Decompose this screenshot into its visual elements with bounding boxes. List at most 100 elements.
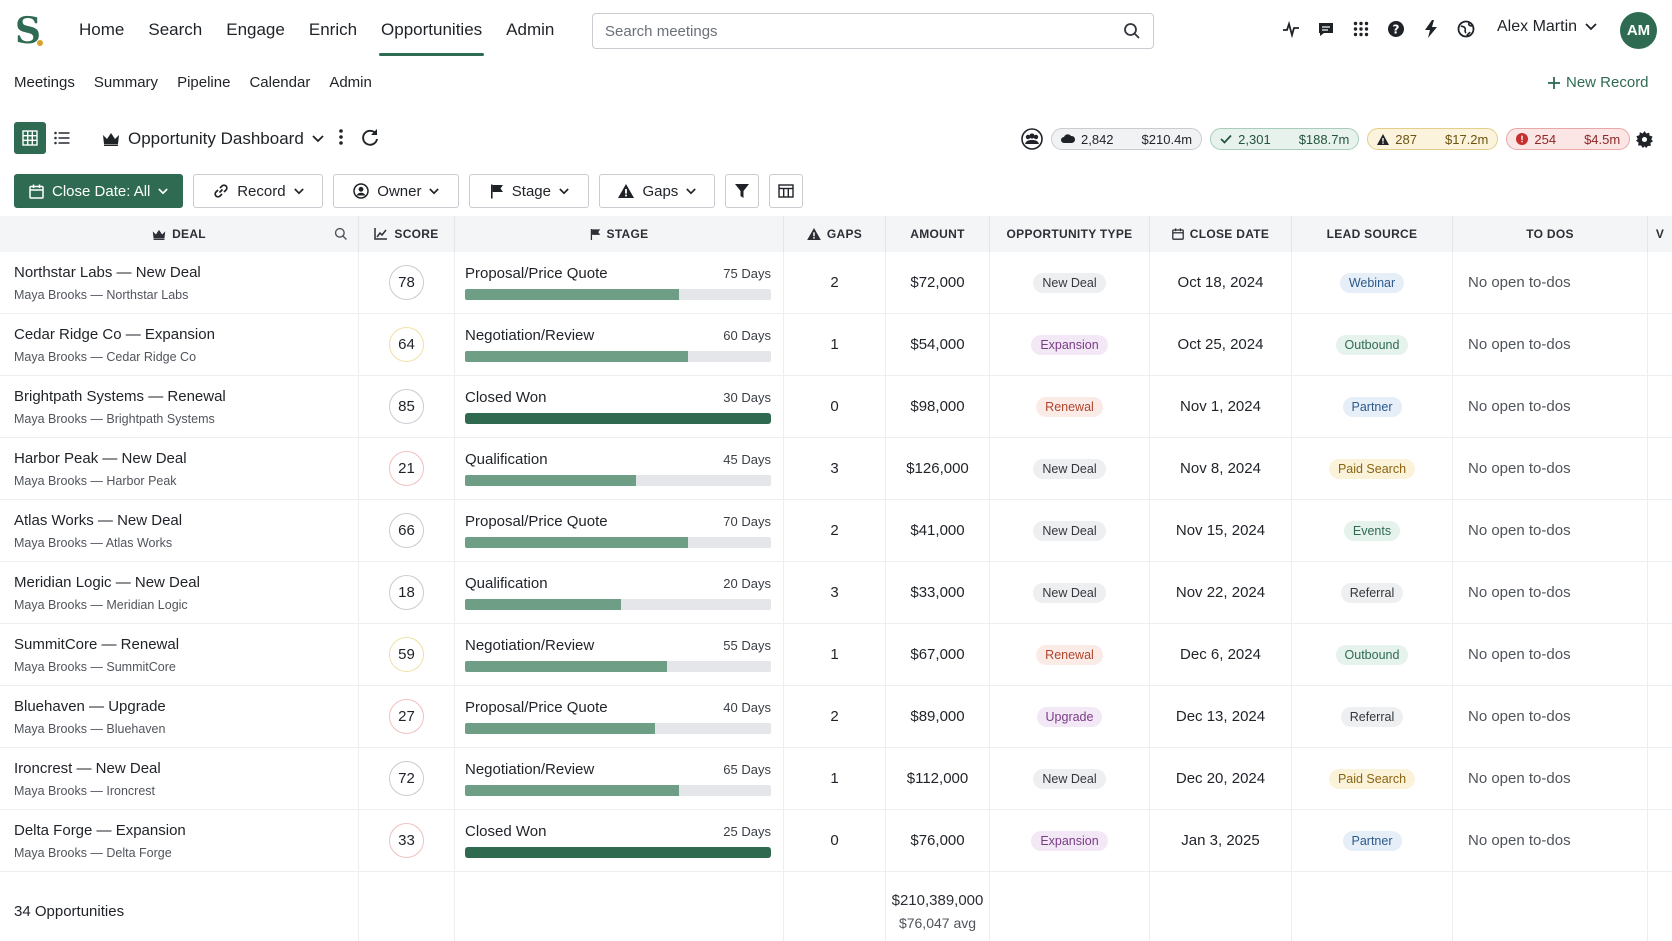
deal-name-link[interactable]: Atlas Works — New Deal — [14, 511, 183, 529]
deal-name-link[interactable]: Brightpath Systems — Renewal — [14, 387, 226, 405]
close-date-value: Nov 15, 2024 — [1150, 500, 1292, 561]
col-lead-source[interactable]: LEAD SOURCE — [1292, 216, 1453, 252]
stat-risk[interactable]: 254 $4.5m — [1506, 128, 1631, 150]
table-row[interactable]: Meridian Logic — New Deal Maya Brooks — M… — [0, 562, 1672, 624]
record-filter[interactable]: Record — [193, 174, 324, 208]
columns-icon — [778, 184, 795, 198]
table-row[interactable]: Northstar Labs — New Deal Maya Brooks — N… — [0, 252, 1672, 314]
bolt-icon[interactable] — [1420, 18, 1442, 40]
stat-warning[interactable]: 287 $17.2m — [1367, 128, 1499, 150]
todo-status: No open to-dos — [1453, 376, 1648, 437]
table-row[interactable]: SummitCore — Renewal Maya Brooks — Summit… — [0, 624, 1672, 686]
search-icon[interactable] — [1123, 22, 1141, 40]
dashboard-selector[interactable]: Opportunity Dashboard — [102, 129, 324, 149]
table-row[interactable]: Bluehaven — Upgrade Maya Brooks — Bluehav… — [0, 686, 1672, 748]
score-badge[interactable]: 18 — [389, 575, 424, 610]
apps-grid-icon[interactable] — [1350, 18, 1372, 40]
amount-value: $98,000 — [886, 376, 990, 437]
subnav-pipeline[interactable]: Pipeline — [177, 74, 231, 91]
score-badge[interactable]: 27 — [389, 699, 424, 734]
search-icon[interactable] — [334, 227, 348, 241]
search-box[interactable] — [592, 13, 1154, 49]
deal-name-link[interactable]: Meridian Logic — New Deal — [14, 573, 200, 591]
gaps-filter[interactable]: Gaps — [599, 174, 716, 208]
deal-name-link[interactable]: Delta Forge — Expansion — [14, 821, 186, 839]
subnav-meetings[interactable]: Meetings — [14, 74, 75, 91]
nav-admin[interactable]: Admin — [506, 20, 555, 39]
advanced-filter-button[interactable] — [725, 174, 760, 208]
col-todos[interactable]: TO DOS — [1453, 216, 1648, 252]
score-badge[interactable]: 85 — [389, 389, 424, 424]
team-icon[interactable] — [1021, 128, 1043, 150]
globe-icon[interactable] — [1455, 18, 1477, 40]
list-view-button[interactable] — [46, 122, 78, 154]
nav-opportunities[interactable]: Opportunities — [369, 0, 494, 60]
stat-total[interactable]: 2,842 $210.4m — [1051, 128, 1203, 150]
help-icon[interactable]: ? — [1385, 18, 1407, 40]
deal-name-link[interactable]: Harbor Peak — New Deal — [14, 449, 187, 467]
score-badge[interactable]: 21 — [389, 451, 424, 486]
stage-cell: Negotiation/Review 55 Days — [455, 624, 784, 685]
score-cell: 78 — [359, 252, 455, 313]
table-row[interactable]: Delta Forge — Expansion Maya Brooks — Del… — [0, 810, 1672, 872]
col-gaps[interactable]: GAPS — [784, 216, 886, 252]
user-menu[interactable]: Alex Martin — [1497, 18, 1597, 36]
col-amount[interactable]: AMOUNT — [886, 216, 990, 252]
nav-engage[interactable]: Engage — [226, 20, 285, 39]
col-close-date[interactable]: CLOSE DATE — [1150, 216, 1292, 252]
activity-icon[interactable] — [1280, 18, 1302, 40]
stat-healthy[interactable]: 2,301 $188.7m — [1210, 128, 1360, 150]
stage-filter[interactable]: Stage — [469, 174, 590, 208]
deal-cell: Cedar Ridge Co — Expansion Maya Brooks — … — [0, 314, 359, 375]
deal-name-link[interactable]: Bluehaven — Upgrade — [14, 697, 166, 715]
score-badge[interactable]: 33 — [389, 823, 424, 858]
nav-search[interactable]: Search — [148, 20, 203, 39]
more-options-icon[interactable] — [338, 128, 344, 146]
col-type[interactable]: OPPORTUNITY TYPE — [990, 216, 1150, 252]
deal-cell: Atlas Works — New Deal Maya Brooks — Atla… — [0, 500, 359, 561]
deal-name-link[interactable]: Northstar Labs — New Deal — [14, 263, 201, 281]
todo-status: No open to-dos — [1453, 562, 1648, 623]
col-deal[interactable]: DEAL — [0, 216, 359, 252]
stage-cell: Qualification 20 Days — [455, 562, 784, 623]
columns-button[interactable] — [769, 174, 804, 208]
score-badge[interactable]: 59 — [389, 637, 424, 672]
deal-name-link[interactable]: SummitCore — Renewal — [14, 635, 180, 653]
opportunity-count: 34 Opportunities — [0, 872, 359, 941]
close-date-value: Nov 1, 2024 — [1150, 376, 1292, 437]
deal-name-link[interactable]: Cedar Ridge Co — Expansion — [14, 325, 215, 343]
table-row[interactable]: Ironcrest — New Deal Maya Brooks — Ironcr… — [0, 748, 1672, 810]
score-badge[interactable]: 64 — [389, 327, 424, 362]
chat-icon[interactable] — [1315, 18, 1337, 40]
table-row[interactable]: Brightpath Systems — Renewal Maya Brooks … — [0, 376, 1672, 438]
score-badge[interactable]: 78 — [389, 265, 424, 300]
close-date-label: Close Date: All — [52, 182, 151, 200]
score-badge[interactable]: 66 — [389, 513, 424, 548]
nav-home[interactable]: Home — [79, 20, 125, 39]
new-record-button[interactable]: New Record — [1548, 74, 1649, 91]
logo-icon[interactable]: S — [14, 10, 46, 50]
score-badge[interactable]: 72 — [389, 761, 424, 796]
owner-filter[interactable]: Owner — [333, 174, 460, 208]
stat-risk-count: 254 — [1534, 131, 1557, 147]
search-input[interactable] — [605, 22, 1123, 40]
type-cell: Renewal — [990, 624, 1150, 685]
subnav-calendar[interactable]: Calendar — [249, 74, 311, 91]
avatar[interactable]: AM — [1620, 12, 1657, 49]
close-date-filter[interactable]: Close Date: All — [14, 174, 184, 208]
table-row[interactable]: Harbor Peak — New Deal Maya Brooks — Harb… — [0, 438, 1672, 500]
col-more[interactable]: V — [1648, 216, 1672, 252]
col-score[interactable]: SCORE — [359, 216, 455, 252]
subnav-admin[interactable]: Admin — [329, 74, 372, 91]
subnav-summary[interactable]: Summary — [93, 74, 159, 91]
table-row[interactable]: Atlas Works — New Deal Maya Brooks — Atla… — [0, 500, 1672, 562]
gear-icon[interactable] — [1636, 131, 1653, 148]
table-row[interactable]: Cedar Ridge Co — Expansion Maya Brooks — … — [0, 314, 1672, 376]
deal-name-link[interactable]: Ironcrest — New Deal — [14, 759, 161, 777]
nav-enrich[interactable]: Enrich — [308, 20, 358, 39]
grid-view-button[interactable] — [14, 122, 46, 154]
stage-progress-fill — [465, 723, 655, 734]
warning-icon — [807, 228, 821, 240]
refresh-icon[interactable] — [360, 127, 380, 147]
col-stage[interactable]: STAGE — [455, 216, 784, 252]
